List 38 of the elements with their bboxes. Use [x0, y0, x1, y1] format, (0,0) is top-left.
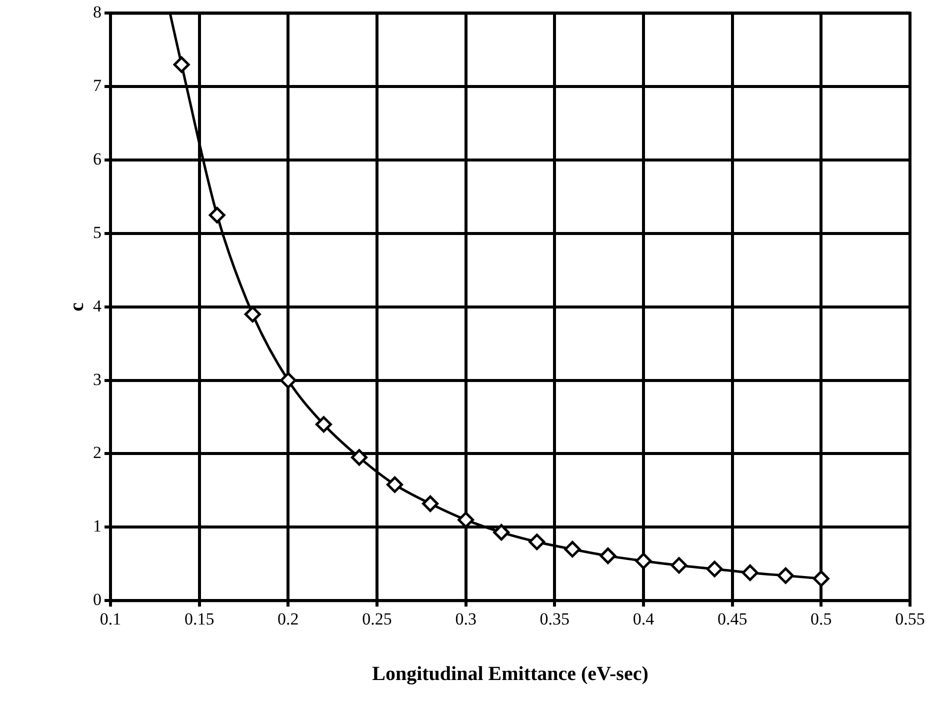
- point: [315, 416, 332, 433]
- x-tick-label: 0.5: [810, 609, 832, 628]
- y-tick-label: 6: [93, 150, 102, 169]
- x-tick-label: 0.4: [632, 609, 655, 628]
- x-axis-title: Longitudinal Emittance (eV-sec): [372, 663, 648, 686]
- y-tick-label: 7: [93, 76, 102, 96]
- x-tick-label: 0.1: [100, 609, 122, 628]
- x-tick-label: 0.55: [895, 609, 925, 628]
- x-tick-label: 0.25: [362, 609, 392, 628]
- point: [777, 567, 794, 584]
- x-tick-label: 0.45: [717, 609, 748, 628]
- point: [280, 372, 296, 389]
- point: [422, 495, 439, 512]
- point: [742, 564, 758, 581]
- x-tick-label: 0.15: [184, 609, 214, 628]
- x-tick-label: 0.3: [455, 609, 476, 628]
- point: [812, 570, 830, 587]
- y-tick-label: 5: [93, 222, 102, 242]
- point: [706, 560, 723, 578]
- point: [670, 557, 688, 574]
- y-tick-label: 8: [93, 2, 102, 22]
- x-tick-label: 0.2: [278, 609, 299, 628]
- point: [528, 534, 546, 550]
- point: [564, 540, 581, 558]
- point: [350, 449, 368, 466]
- point: [600, 548, 616, 564]
- y-tick-label: 2: [93, 443, 102, 462]
- y-tick-label: 1: [93, 516, 102, 536]
- y-tick-label: 4: [93, 296, 102, 316]
- point: [635, 552, 652, 570]
- y-tick-label: 0: [93, 590, 102, 610]
- point: [386, 476, 404, 493]
- y-axis-title: c: [66, 302, 88, 312]
- point: [493, 524, 510, 541]
- point: [208, 206, 226, 224]
- x-tick-label: 0.35: [540, 609, 570, 628]
- y-tick-label: 3: [93, 370, 102, 389]
- point: [173, 56, 190, 73]
